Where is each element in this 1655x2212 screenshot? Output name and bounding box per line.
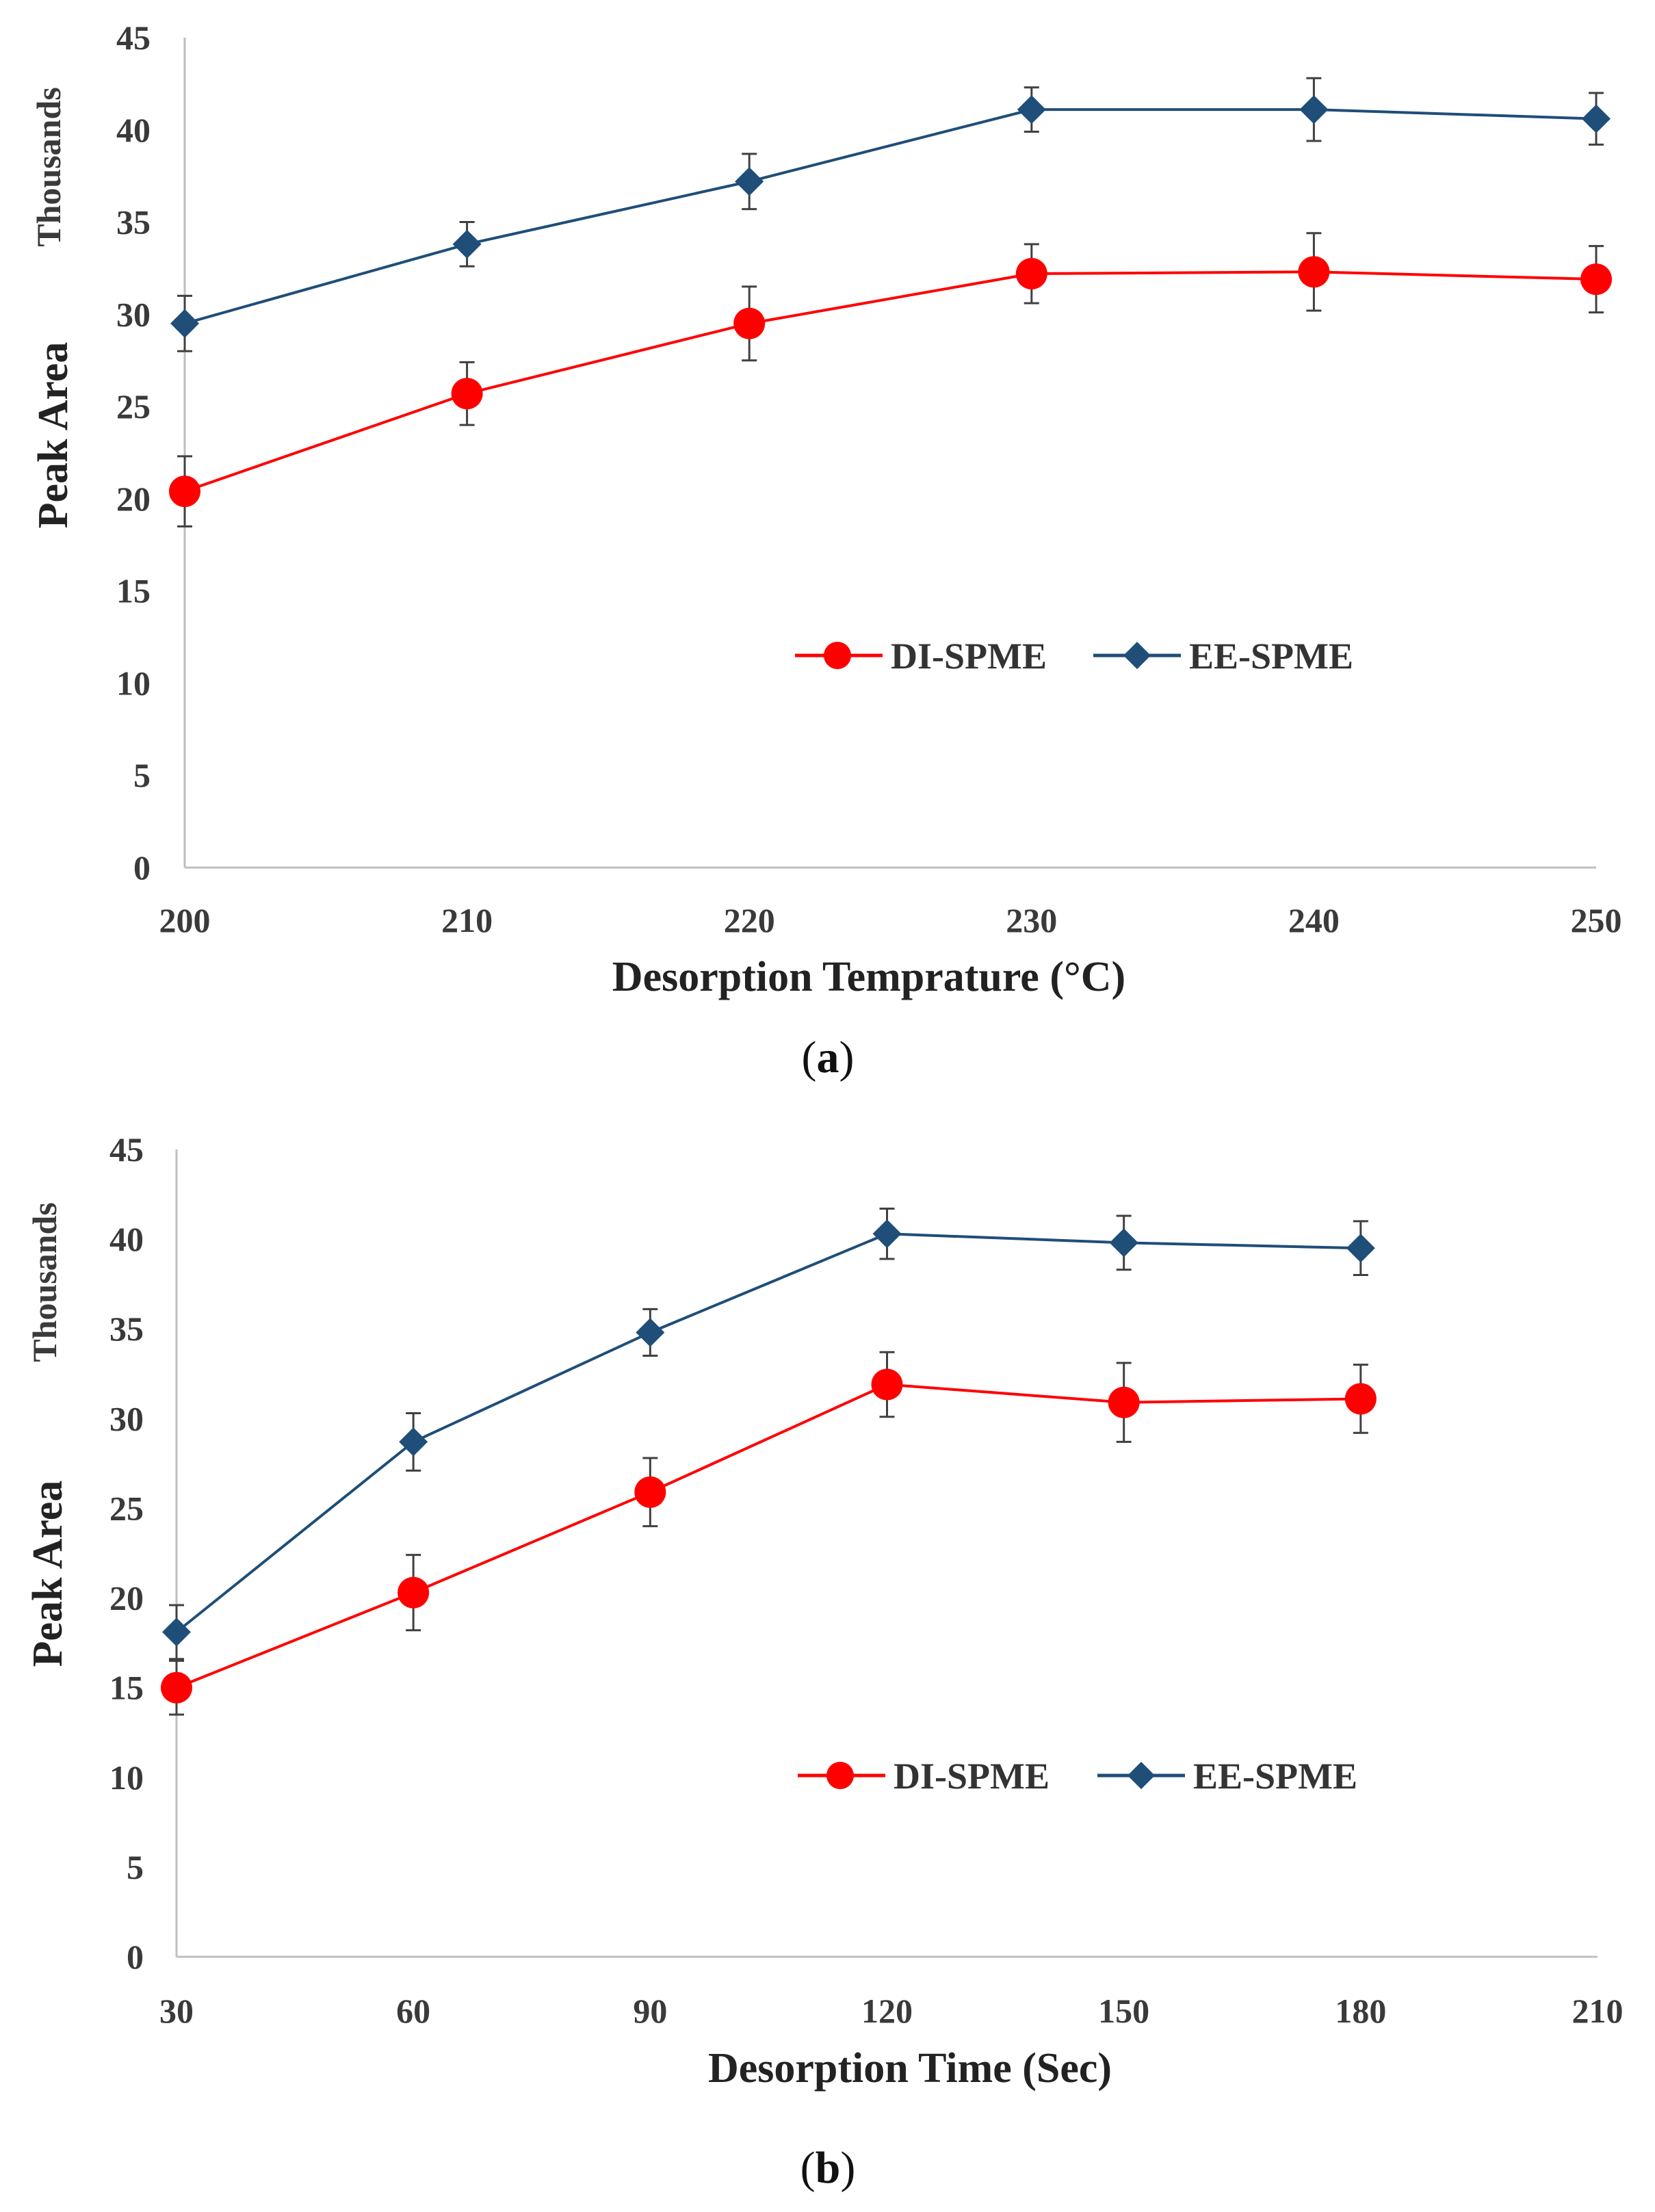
y-unit-label-b: Thousands [25, 1202, 64, 1362]
series-line-di-spme-a [184, 270, 1597, 493]
data-point-di-spme-a [733, 307, 766, 339]
data-point-di-spme-b [398, 1576, 430, 1609]
y-tick-label-a: 15 [116, 572, 151, 610]
y-tick-label-b: 10 [109, 1758, 144, 1797]
data-point-ee-spme-a [452, 229, 482, 259]
legend-item-ee-spme-b: EE-SPME [1097, 1756, 1357, 1797]
data-point-di-spme-b [1344, 1383, 1377, 1415]
data-point-di-spme-b [871, 1368, 903, 1401]
y-tick-labels-a: 0 5 10 15 20 25 30 35 40 45 [116, 18, 151, 887]
x-tick-label-b: 150 [1098, 1992, 1149, 2030]
series-line-ee-spme-a [184, 108, 1597, 325]
x-tick-label-a: 240 [1288, 901, 1340, 939]
legend-label-di-spme-b: DI-SPME [894, 1756, 1050, 1797]
data-point-di-spme-a [451, 378, 483, 410]
x-tick-label-a: 200 [159, 901, 211, 939]
y-tick-label-a: 45 [116, 18, 151, 57]
chart-panel-a: 0 5 10 15 20 25 30 35 40 45 200 210 220 230 240 250 Th… [29, 18, 1622, 1082]
axes-b [175, 1149, 1598, 1958]
y-tick-label-a: 0 [133, 848, 151, 887]
x-tick-label-b: 90 [633, 1992, 667, 2030]
data-point-ee-spme-a [170, 309, 199, 338]
y-tick-label-a: 10 [116, 664, 151, 702]
x-tick-label-b: 210 [1572, 1992, 1624, 2030]
data-point-ee-spme-a [1017, 95, 1046, 125]
y-tick-label-a: 20 [116, 480, 151, 518]
chart-panel-b: 0 5 10 15 20 25 30 35 40 45 30 60 90 120 150 180 210 Th… [25, 1130, 1624, 2193]
data-point-di-spme-b [1108, 1386, 1140, 1418]
x-tick-labels-a: 200 210 220 230 240 250 [159, 901, 1622, 939]
legend-item-di-spme-a: DI-SPME [795, 636, 1047, 677]
x-tick-label-b: 180 [1335, 1992, 1386, 2030]
legend-item-ee-spme-a: EE-SPME [1093, 636, 1353, 677]
legend-label-ee-spme-b: EE-SPME [1193, 1756, 1357, 1797]
y-axis-title-b: Peak Area [25, 1481, 71, 1667]
data-point-ee-spme-b [399, 1427, 428, 1457]
y-tick-label-b: 40 [109, 1220, 144, 1258]
legend-marker-ee-spme-a [1123, 642, 1151, 669]
data-point-ee-spme-b [636, 1318, 665, 1347]
data-point-di-spme-b [161, 1671, 192, 1704]
y-tick-label-b: 0 [127, 1938, 144, 1976]
x-axis-title-b: Desorption Time (Sec) [708, 2045, 1112, 2092]
series-ee-spme-a [170, 77, 1611, 352]
data-point-di-spme-a [1298, 256, 1330, 288]
legend-marker-di-spme-a [824, 642, 851, 669]
axes-a [183, 38, 1596, 869]
y-unit-label-a: Thousands [29, 87, 68, 247]
y-tick-label-a: 30 [116, 295, 151, 333]
y-tick-label-a: 40 [116, 111, 151, 149]
y-axis-title-a: Peak Area [30, 342, 77, 529]
data-point-ee-spme-a [1299, 95, 1329, 125]
legend-b: DI-SPME EE-SPME [798, 1756, 1357, 1797]
x-tick-label-a: 210 [441, 901, 493, 939]
x-tick-label-a: 250 [1571, 901, 1622, 939]
x-tick-label-a: 230 [1006, 901, 1057, 939]
y-tick-label-a: 25 [116, 387, 151, 426]
data-point-di-spme-b [634, 1476, 666, 1508]
data-point-ee-spme-a [735, 167, 764, 196]
y-tick-label-a: 5 [133, 756, 151, 794]
y-tick-label-b: 15 [109, 1669, 144, 1707]
y-tick-label-a: 35 [116, 203, 151, 242]
series-line-di-spme-b [176, 1383, 1361, 1689]
data-point-di-spme-a [1015, 258, 1047, 290]
x-tick-label-b: 60 [396, 1992, 430, 2030]
plot-area-b [161, 1208, 1377, 1716]
series-ee-spme-b [162, 1208, 1375, 1661]
series-di-spme-a [169, 232, 1612, 528]
legend-label-di-spme-a: DI-SPME [891, 636, 1047, 677]
y-tick-label-b: 25 [109, 1489, 144, 1527]
legend-marker-di-spme-b [826, 1762, 854, 1789]
data-point-ee-spme-b [1109, 1228, 1138, 1258]
panel-label-a: (a) [802, 1032, 855, 1082]
data-point-di-spme-a [1580, 263, 1612, 296]
data-point-ee-spme-b [162, 1617, 191, 1647]
series-line-ee-spme-b [175, 1232, 1361, 1633]
legend-item-di-spme-b: DI-SPME [798, 1756, 1050, 1797]
y-tick-label-b: 45 [109, 1130, 144, 1169]
x-tick-labels-b: 30 60 90 120 150 180 210 [159, 1992, 1624, 2030]
legend-marker-ee-spme-b [1128, 1762, 1155, 1789]
y-tick-label-b: 20 [109, 1579, 144, 1617]
data-point-di-spme-a [169, 476, 200, 508]
series-di-spme-b [161, 1351, 1377, 1716]
y-tick-label-b: 5 [127, 1848, 144, 1886]
x-tick-label-a: 220 [724, 901, 775, 939]
plot-area-a [169, 77, 1612, 528]
panel-label-b: (b) [800, 2143, 856, 2193]
legend-a: DI-SPME EE-SPME [795, 636, 1353, 677]
x-axis-title-a: Desorption Temprature (°C) [612, 954, 1125, 1000]
y-tick-label-b: 35 [109, 1310, 144, 1348]
y-tick-label-b: 30 [109, 1399, 144, 1437]
data-point-ee-spme-b [872, 1219, 902, 1249]
data-point-ee-spme-a [1582, 104, 1611, 133]
data-point-ee-spme-b [1346, 1234, 1375, 1263]
y-tick-labels-b: 0 5 10 15 20 25 30 35 40 45 [109, 1130, 144, 1976]
x-tick-label-b: 120 [861, 1992, 913, 2030]
legend-label-ee-spme-a: EE-SPME [1189, 636, 1353, 677]
x-tick-label-b: 30 [159, 1992, 194, 2030]
